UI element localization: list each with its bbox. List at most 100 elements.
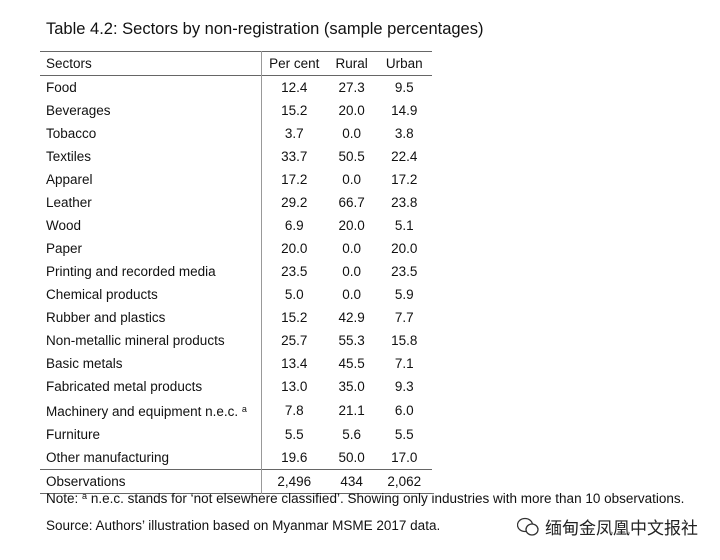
table-cell: 23.5 — [260, 260, 327, 283]
table-cell: 5.1 — [394, 218, 414, 233]
note: Note: a n.e.c. stands for ‘not elsewhere… — [46, 491, 684, 506]
table-cell: 20.0 — [391, 241, 418, 256]
table-row: Apparel 17.2 0.0 17.2 — [40, 168, 432, 191]
table-row: Furniture 5.5 5.6 5.5 — [40, 423, 432, 446]
table-cell: 23.5 — [391, 264, 418, 279]
table-cell: 15.2 — [260, 306, 327, 329]
table-cell: 19.6 — [260, 446, 327, 470]
table-cell: 14.9 — [391, 103, 418, 118]
table-cell: 0.0 — [342, 241, 362, 256]
table-cell: 3.7 — [260, 122, 327, 145]
column-header: Urban — [385, 56, 423, 71]
table-cell: 35.0 — [338, 379, 365, 394]
table-cell: 0.0 — [342, 126, 362, 141]
column-header: Rural — [335, 56, 368, 71]
table-cell: 9.5 — [394, 80, 414, 95]
table-cell: Apparel — [46, 172, 93, 187]
table-cell: 6.0 — [394, 403, 414, 418]
table-row: Machinery and equipment n.e.c. a 7.8 21.1 6… — [40, 398, 432, 423]
table-cell: Leather — [46, 195, 92, 210]
table-row: Leather 29.2 66.7 23.8 — [40, 191, 432, 214]
footnote-mark: a — [241, 404, 247, 414]
table-cell: 33.7 — [260, 145, 327, 168]
table-row: Non-metallic mineral products 25.7 55.3 15.… — [40, 329, 432, 352]
table-cell: Beverages — [46, 103, 111, 118]
table-cell: 5.9 — [394, 287, 414, 302]
table-cell: 29.2 — [260, 191, 327, 214]
table-cell: Other manufacturing — [46, 450, 170, 465]
table-cell: 2,496 — [260, 469, 327, 494]
table-cell: Paper — [46, 241, 83, 256]
column-header: Per cent — [260, 51, 327, 76]
table-cell: 7.7 — [394, 310, 414, 325]
table-cell: 21.1 — [338, 403, 365, 418]
table-cell: Chemical products — [46, 287, 158, 302]
table-cell: 15.8 — [391, 333, 418, 348]
table-cell: 2,062 — [387, 474, 422, 489]
table-cell: 0.0 — [342, 287, 362, 302]
table-cell: Furniture — [46, 427, 101, 442]
table: Sectors Per cent Rural Urban Food 12.4 27.3 9.… — [40, 51, 432, 494]
table-cell: 27.3 — [338, 80, 365, 95]
table-row: Fabricated metal products 13.0 35.0 9.3 — [40, 375, 432, 398]
note-text: n.e.c. stands for ‘not elsewhere classif… — [90, 491, 685, 506]
table-row: Printing and recorded media 23.5 0.0 23.5 — [40, 260, 432, 283]
table-row: Tobacco 3.7 0.0 3.8 — [40, 122, 432, 145]
note-label: Note: — [46, 491, 79, 506]
table-cell: Tobacco — [46, 126, 97, 141]
watermark-icon — [517, 517, 539, 536]
table-cell: 13.0 — [260, 375, 327, 398]
table-cell: 45.5 — [338, 356, 365, 371]
table-cell: 5.0 — [260, 283, 327, 306]
table-cell: Basic metals — [46, 356, 123, 371]
table-cell: Food — [46, 80, 77, 95]
table-cell: 5.6 — [342, 427, 362, 442]
table-cell: 25.7 — [260, 329, 327, 352]
table-row: Beverages 15.2 20.0 14.9 — [40, 99, 432, 122]
table-cell: 7.1 — [394, 356, 414, 371]
table-row: Textiles 33.7 50.5 22.4 — [40, 145, 432, 168]
table-cell: 9.3 — [394, 379, 414, 394]
table-cell: Fabricated metal products — [46, 379, 203, 394]
table-cell: 3.8 — [394, 126, 414, 141]
watermark-text: 缅甸金凤凰中文报社 — [545, 519, 698, 538]
table-cell: Wood — [46, 218, 82, 233]
table-cell: 50.5 — [338, 149, 365, 164]
table-cell: 22.4 — [391, 149, 418, 164]
table-cell: 17.0 — [391, 450, 418, 465]
table-cell: 7.8 — [260, 398, 327, 423]
table-cell: 0.0 — [342, 264, 362, 279]
table-cell: 5.5 — [394, 427, 414, 442]
table-cell: 17.2 — [391, 172, 418, 187]
table-cell: Rubber and plastics — [46, 310, 166, 325]
table-cell: 13.4 — [260, 352, 327, 375]
table-title: Table 4.2: Sectors by non-registration (… — [46, 20, 484, 38]
table-cell: 0.0 — [342, 172, 362, 187]
note-mark: a — [82, 491, 88, 501]
table-cell: Observations — [46, 474, 126, 489]
table-cell: Machinery and equipment n.e.c. a — [46, 404, 247, 419]
table-cell: 50.0 — [338, 450, 365, 465]
table-cell: 66.7 — [338, 195, 365, 210]
table-row: Chemical products 5.0 0.0 5.9 — [40, 283, 432, 306]
table-cell: Printing and recorded media — [46, 264, 216, 279]
table-body: Food 12.4 27.3 9.5 Beverages 15.2 20.0 14.9 Toba… — [40, 75, 432, 494]
table-cell: 12.4 — [260, 75, 327, 99]
table-cell: 17.2 — [260, 168, 327, 191]
table-cell: 23.8 — [391, 195, 418, 210]
source: Source: Authors’ illustration based on M… — [46, 518, 441, 533]
table-cell: 42.9 — [338, 310, 365, 325]
observations-row: Observations 2,496 434 2,062 — [40, 469, 432, 494]
table-cell: Textiles — [46, 149, 92, 164]
table-cell: 15.2 — [260, 99, 327, 122]
table-row: Food 12.4 27.3 9.5 — [40, 75, 432, 99]
table-row: Wood 6.9 20.0 5.1 — [40, 214, 432, 237]
table-cell: 434 — [340, 474, 363, 489]
column-header: Sectors — [46, 56, 92, 71]
table-cell: Non-metallic mineral products — [46, 333, 225, 348]
table-cell: 55.3 — [338, 333, 365, 348]
header-row: Sectors Per cent Rural Urban — [40, 51, 432, 76]
table-row: Other manufacturing 19.6 50.0 17.0 — [40, 446, 432, 470]
table-row: Basic metals 13.4 45.5 7.1 — [40, 352, 432, 375]
